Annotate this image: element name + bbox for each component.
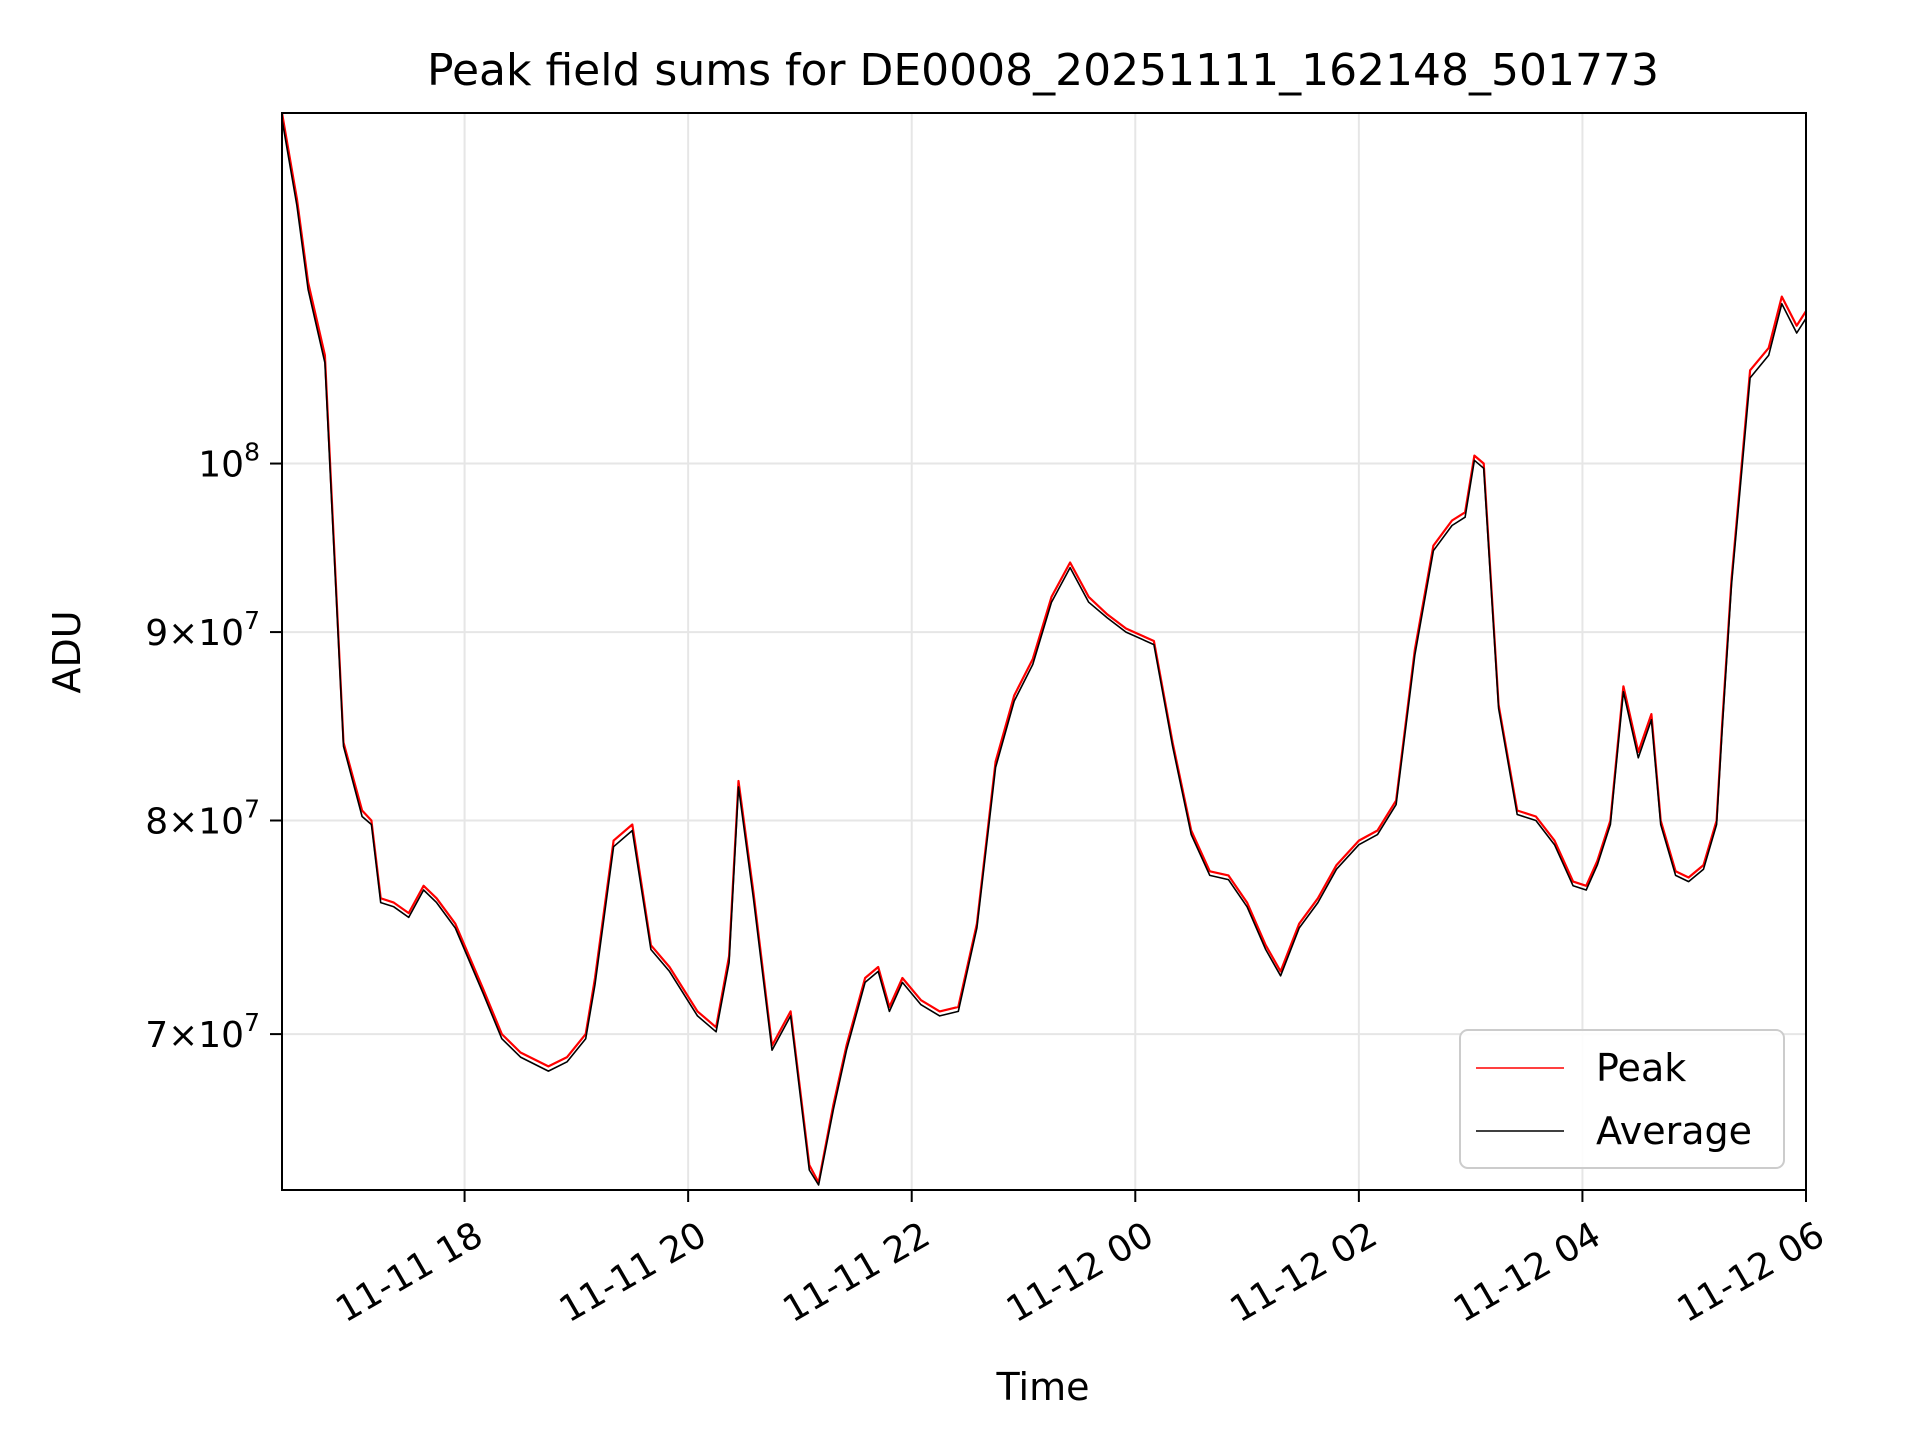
series-line-peak [280, 112, 1807, 1184]
x-tick-label: 11-12 06 [1671, 1214, 1832, 1330]
x-tick-label: 11-12 02 [1223, 1214, 1384, 1330]
x-tick-label: 11-12 04 [1447, 1214, 1608, 1330]
chart-title: Peak field sums for DE0008_20251111_1621… [427, 45, 1659, 96]
y-axis-label: ADU [45, 610, 89, 693]
x-tick-label: 11-11 18 [329, 1214, 490, 1330]
y-tick-label: 108 [198, 438, 260, 486]
x-axis-label: Time [996, 1365, 1090, 1409]
plot-area-frame [281, 112, 1807, 1191]
y-tick-label: 8×107 [145, 794, 260, 842]
x-tick-label: 11-11 20 [553, 1214, 714, 1330]
legend: Peak Average [1459, 1029, 1785, 1169]
legend-box [1459, 1029, 1785, 1169]
series-lines [280, 112, 1807, 1186]
y-tick-label: 7×107 [145, 1008, 260, 1056]
series-line-average [281, 119, 1807, 1186]
legend-label-average: Average [1596, 1109, 1752, 1153]
grid-lines [282, 113, 1807, 1190]
x-tick-label: 11-11 22 [776, 1214, 937, 1330]
x-tick-label: 11-12 00 [1000, 1214, 1161, 1330]
legend-label-peak: Peak [1596, 1046, 1686, 1090]
y-tick-label: 9×107 [145, 606, 260, 654]
